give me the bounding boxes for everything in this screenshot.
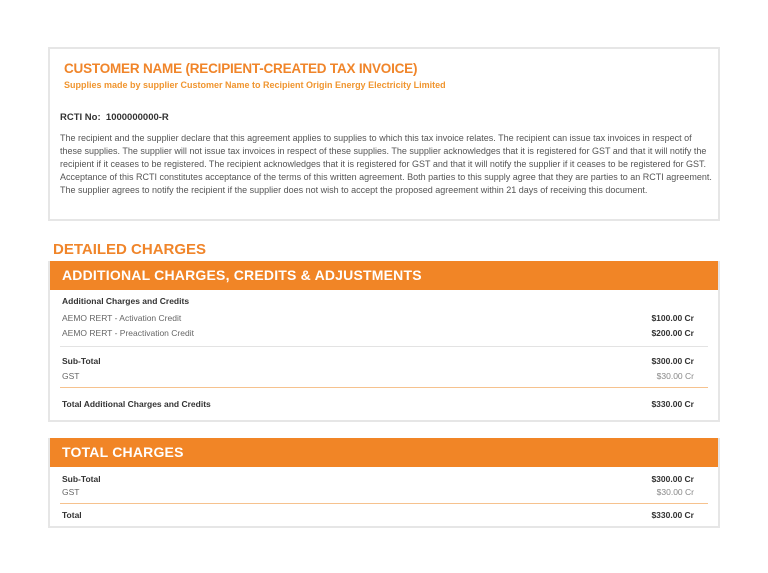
subtotal-value: $300.00 Cr bbox=[651, 474, 694, 484]
total-charges-card: TOTAL CHARGES Sub-Total $300.00 Cr GST $30… bbox=[48, 438, 720, 528]
gst-row: GST $30.00 Cr bbox=[62, 371, 694, 381]
total-value: $330.00 Cr bbox=[651, 399, 694, 409]
rcti-label: RCTI No: bbox=[60, 112, 101, 123]
rcti-value: 1000000000-R bbox=[105, 112, 169, 123]
gst-label: GST bbox=[62, 487, 80, 497]
section-label-text: Additional Charges and Credits bbox=[62, 296, 190, 306]
gst-label: GST bbox=[62, 371, 80, 381]
line-item: AEMO RERT - Preactivation Credit $200.00 … bbox=[62, 328, 694, 338]
additional-charges-title: ADDITIONAL CHARGES, CREDITS & ADJUSTMENT… bbox=[50, 261, 718, 290]
customer-title: CUSTOMER NAME (RECIPIENT-CREATED TAX INV… bbox=[64, 61, 418, 76]
total-charges-title: TOTAL CHARGES bbox=[50, 438, 718, 467]
total-row: Total Additional Charges and Credits $330… bbox=[62, 399, 694, 409]
rcti-header-card: CUSTOMER NAME (RECIPIENT-CREATED TAX INV… bbox=[48, 47, 720, 221]
gst-value: $30.00 Cr bbox=[656, 371, 694, 381]
subtotal-value: $300.00 Cr bbox=[651, 356, 694, 366]
detailed-charges-heading: DETAILED CHARGES bbox=[53, 241, 207, 258]
gst-value: $30.00 Cr bbox=[656, 487, 694, 497]
item-value: $200.00 Cr bbox=[651, 328, 694, 338]
subtotal-label: Sub-Total bbox=[62, 356, 101, 366]
item-label: AEMO RERT - Preactivation Credit bbox=[62, 328, 194, 338]
subtotal-row: Sub-Total $300.00 Cr bbox=[62, 474, 694, 484]
subtotal-row: Sub-Total $300.00 Cr bbox=[62, 356, 694, 366]
section-label: Additional Charges and Credits bbox=[62, 296, 694, 306]
gst-row: GST $30.00 Cr bbox=[62, 487, 694, 497]
subtotal-label: Sub-Total bbox=[62, 474, 101, 484]
divider bbox=[60, 387, 708, 388]
divider bbox=[60, 503, 708, 504]
total-row: Total $330.00 Cr bbox=[62, 510, 694, 520]
divider bbox=[60, 346, 708, 347]
line-item: AEMO RERT - Activation Credit $100.00 Cr bbox=[62, 313, 694, 323]
supplies-subtitle: Supplies made by supplier Customer Name … bbox=[64, 80, 446, 90]
total-label: Total bbox=[62, 510, 82, 520]
additional-charges-card: ADDITIONAL CHARGES, CREDITS & ADJUSTMENT… bbox=[48, 261, 720, 422]
item-value: $100.00 Cr bbox=[651, 313, 694, 323]
rcti-number: RCTI No: 1000000000-R bbox=[60, 112, 169, 123]
total-label: Total Additional Charges and Credits bbox=[62, 399, 211, 409]
item-label: AEMO RERT - Activation Credit bbox=[62, 313, 182, 323]
agreement-text: The recipient and the supplier declare t… bbox=[60, 133, 712, 195]
total-value: $330.00 Cr bbox=[651, 510, 694, 520]
